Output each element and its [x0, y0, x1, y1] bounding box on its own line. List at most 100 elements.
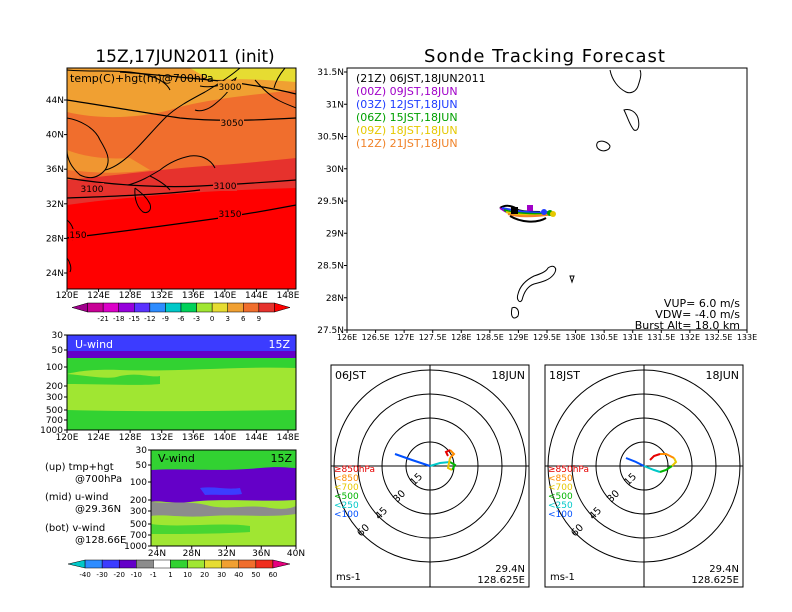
colorbar-swatch	[170, 559, 188, 569]
colorbar-swatch	[180, 302, 197, 313]
level-legend: ≥850hPa	[548, 465, 589, 475]
level-legend: <500	[334, 492, 359, 502]
track-map	[346, 67, 748, 331]
lat-tick: 27.5N	[317, 326, 344, 336]
colorbar-swatch	[187, 559, 205, 569]
lon-tick: 129.5E	[533, 333, 561, 342]
notes: (up) tmp+hgt @700hPa (mid) u-wind @29.36…	[45, 462, 126, 546]
lon-tick: 140E	[213, 433, 236, 443]
lat-tick: 28N	[326, 294, 344, 304]
note-mid: (mid) u-wind	[45, 492, 108, 503]
legend-entry: (00Z) 09JST,18JUN	[356, 85, 458, 98]
hodo-unit: ms-1	[550, 572, 575, 583]
param-vdw: VDW= -4.0 m/s	[655, 308, 740, 321]
colorbar-swatch	[255, 559, 274, 569]
lon-tick: 136E	[182, 291, 205, 301]
lat-tick: 30N	[326, 165, 344, 175]
contour-label: 3050	[221, 119, 244, 129]
pressure-tick: 50	[52, 346, 64, 356]
track-lat-ticks: 31.5N 31N 30.5N 30N 29.5N 29N 28.5N 28N 27.5N	[317, 68, 347, 336]
colorbar-tick: -40	[79, 571, 90, 579]
wind-colorbar: -40 -30 -20 -10 -1 1 10 20 30 40 50 60	[67, 559, 291, 579]
lon-tick: 127E	[394, 333, 414, 342]
level-legend: <100	[334, 510, 359, 520]
hodo-time: 18JST	[549, 369, 580, 382]
note-up-detail: @700hPa	[75, 474, 122, 485]
pressure-tick: 200	[130, 496, 147, 506]
colorbar-tick: 1	[168, 571, 172, 579]
pressure-tick: 500	[130, 520, 147, 530]
lat-tick: 31N	[326, 100, 344, 110]
hodo-date: 18JUN	[705, 369, 739, 382]
lat-tick: 40N	[287, 549, 305, 559]
colorbar-swatch	[102, 302, 119, 313]
level-legend: <500	[548, 492, 573, 502]
colorbar-tick: -18	[113, 315, 124, 323]
contour-label: 3100	[214, 182, 237, 192]
colorbar-tick: 50	[251, 571, 260, 579]
lon-tick: 124E	[87, 291, 110, 301]
lon-tick: 130.5E	[590, 333, 618, 342]
lon-tick: 120E	[56, 291, 79, 301]
pressure-tick: 100	[46, 363, 63, 373]
note-mid-detail: @29.36N	[75, 504, 121, 515]
note-bot-detail: @128.66E	[75, 535, 126, 546]
pressure-tick: 700	[46, 416, 63, 426]
level-legend: <250	[548, 501, 573, 511]
lon-tick: 131E	[623, 333, 643, 342]
colorbar-tick: 40	[234, 571, 243, 579]
lon-tick: 129E	[508, 333, 528, 342]
lat-tick: 32N	[46, 200, 64, 210]
colorbar-tick: 30	[217, 571, 226, 579]
level-legend: <700	[334, 483, 359, 493]
legend-entry: (09Z) 18JST,18JUN	[356, 124, 458, 137]
colorbar-tick: -20	[114, 571, 125, 579]
lon-tick: 148E	[277, 291, 300, 301]
left-title: 15Z,17JUN2011 (init)	[95, 47, 274, 67]
lon-tick: 133E	[737, 333, 757, 342]
lon-tick: 144E	[245, 433, 268, 443]
lat-tick: 36N	[252, 549, 270, 559]
pressure-tick: 30	[52, 331, 64, 341]
pressure-tick: 300	[46, 393, 63, 403]
lat-tick: 24N	[46, 269, 64, 279]
colorbar-tick: -3	[193, 315, 200, 323]
level-legend: <700	[548, 483, 573, 493]
pressure-tick: 700	[130, 531, 147, 541]
colorbar-tick: 60	[268, 571, 277, 579]
colorbar-tick: 9	[257, 315, 261, 323]
lon-tick: 140E	[213, 291, 236, 301]
lon-tick: 120E	[56, 433, 79, 443]
param-vup: VUP= 6.0 m/s	[664, 297, 740, 310]
pressure-tick: 500	[46, 406, 63, 416]
colorbar-swatch	[153, 559, 171, 569]
lat-tick: 30.5N	[317, 133, 344, 143]
lon-tick: 148E	[277, 433, 300, 443]
u-wind-time: 15Z	[268, 338, 290, 351]
legend-entry: (06Z) 15JST,18JUN	[356, 111, 458, 124]
map-label: temp(C)+hgt(m)@700hPa	[70, 72, 214, 85]
level-legend: <850	[334, 474, 359, 484]
track-lon-ticks: 126E 126.5E 127E 127.5E 128E 128.5E 129E 129.5E…	[337, 330, 757, 342]
lat-tick: 28N	[183, 549, 201, 559]
colorbar-tick: -9	[162, 315, 169, 323]
hodo-date: 18JUN	[491, 369, 525, 382]
colorbar-swatch	[71, 302, 88, 313]
colorbar-tick: -6	[178, 315, 186, 323]
lon-tick: 130E	[565, 333, 585, 342]
temperature-map: temp(C)+hgt(m)@700hPa 3000 3050 3100 310…	[66, 67, 297, 290]
pressure-tick: 1000	[124, 542, 147, 552]
colorbar-tick: -30	[96, 571, 107, 579]
colorbar-tick: 6	[241, 315, 246, 323]
colorbar-tick: -15	[129, 315, 140, 323]
colorbar-tick: -12	[144, 315, 155, 323]
colorbar-swatch	[272, 559, 291, 569]
lon-tick: 126E	[337, 333, 357, 342]
map-lat-ticks: 44N 40N 36N 32N 28N 24N	[46, 96, 67, 279]
colorbar-tick: -21	[97, 315, 108, 323]
lat-tick: 31.5N	[317, 68, 344, 78]
colorbar-swatch	[118, 559, 137, 569]
lat-tick: 29N	[326, 229, 344, 239]
